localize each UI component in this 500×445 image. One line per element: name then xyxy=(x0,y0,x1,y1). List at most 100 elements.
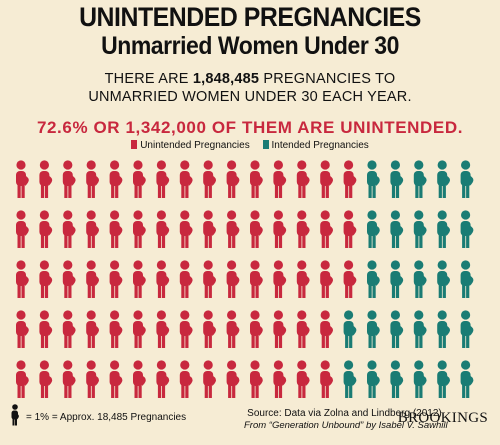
person-mark-intended xyxy=(460,210,474,248)
person-mark-unintended xyxy=(109,160,123,198)
person-mark-intended xyxy=(460,360,474,398)
person-mark-unintended xyxy=(226,310,240,348)
highlight-stat: 72.6% OR 1,342,000 OF THEM ARE UNINTENDE… xyxy=(36,118,464,137)
person-mark-unintended xyxy=(39,210,53,248)
source-note: Source: Data via Zolna and Lindberg (201… xyxy=(244,408,448,432)
person-mark-unintended xyxy=(320,160,333,198)
person-mark-unintended xyxy=(179,260,193,298)
legend-label-intended: Intended Pregnancies xyxy=(271,140,369,151)
person-mark-intended xyxy=(413,160,427,198)
person-mark-unintended xyxy=(16,260,29,298)
person-mark-unintended xyxy=(16,210,29,248)
person-mark-intended xyxy=(367,360,380,398)
legend-swatch-intended xyxy=(262,140,269,149)
person-mark-unintended xyxy=(320,260,333,298)
person-mark-intended xyxy=(343,360,357,398)
person-mark-unintended xyxy=(133,210,146,248)
person-mark-unintended xyxy=(273,260,287,298)
person-mark-unintended xyxy=(109,360,123,398)
person-mark-intended xyxy=(413,310,427,348)
person-mark-unintended xyxy=(296,160,310,198)
person-mark-unintended xyxy=(86,210,99,248)
person-mark-intended xyxy=(390,310,404,348)
person-mark-unintended xyxy=(343,160,357,198)
person-mark-unintended xyxy=(39,160,53,198)
person-mark-unintended xyxy=(250,210,263,248)
person-mark-intended xyxy=(437,210,450,248)
person-mark-unintended xyxy=(273,310,287,348)
person-mark-unintended xyxy=(226,160,240,198)
legend-item-unintended: Unintended Pregnancies xyxy=(131,140,250,151)
person-mark-unintended xyxy=(133,260,146,298)
person-mark-unintended xyxy=(179,210,193,248)
person-mark-intended xyxy=(390,210,404,248)
person-mark-unintended xyxy=(343,210,357,248)
person-mark-intended xyxy=(390,160,404,198)
person-mark-unintended xyxy=(133,310,146,348)
person-mark-intended xyxy=(460,160,474,198)
person-mark-unintended xyxy=(62,210,76,248)
person-mark-unintended xyxy=(296,260,310,298)
legend-swatch-unintended xyxy=(131,140,138,149)
person-mark-unintended xyxy=(86,260,99,298)
person-mark-intended xyxy=(437,260,450,298)
person-mark-intended xyxy=(390,260,404,298)
person-mark-unintended xyxy=(179,160,193,198)
person-mark-unintended xyxy=(226,260,240,298)
pictogram-chart xyxy=(16,160,474,398)
source-line1: Source: Data via Zolna and Lindberg (201… xyxy=(247,408,445,419)
person-mark-intended xyxy=(367,160,380,198)
chart-title-line1: UNINTENDED PREGNANCIES xyxy=(79,2,421,32)
person-mark-unintended xyxy=(320,210,333,248)
person-mark-unintended xyxy=(62,310,76,348)
subtitle-line2: UNMARRIED WOMEN UNDER 30 EACH YEAR. xyxy=(88,89,412,105)
person-mark-intended xyxy=(437,360,450,398)
person-mark-unintended xyxy=(16,360,29,398)
person-mark-unintended xyxy=(156,360,170,398)
unit-key: = 1% = Approx. 18,485 Pregnancies xyxy=(10,404,186,426)
person-mark-unintended xyxy=(250,310,263,348)
person-mark-intended xyxy=(413,210,427,248)
person-mark-unintended xyxy=(16,310,29,348)
person-mark-intended xyxy=(367,310,380,348)
person-mark-intended xyxy=(437,310,450,348)
person-mark-unintended xyxy=(296,310,310,348)
person-mark-unintended xyxy=(133,360,146,398)
person-mark-unintended xyxy=(62,260,76,298)
person-mark-intended xyxy=(460,260,474,298)
person-mark-unintended xyxy=(343,260,357,298)
person-mark-unintended xyxy=(296,210,310,248)
chart-title-line2: Unmarried Women Under 30 xyxy=(101,32,399,60)
person-mark-unintended xyxy=(179,360,193,398)
person-mark-unintended xyxy=(156,260,170,298)
person-mark-unintended xyxy=(156,310,170,348)
person-mark-unintended xyxy=(320,310,333,348)
person-mark-unintended xyxy=(273,360,287,398)
person-mark-unintended xyxy=(109,310,123,348)
person-mark-unintended xyxy=(203,360,216,398)
person-mark-unintended xyxy=(250,160,263,198)
person-mark-unintended xyxy=(250,360,263,398)
person-mark-unintended xyxy=(16,160,29,198)
person-mark-unintended xyxy=(109,210,123,248)
legend-item-intended: Intended Pregnancies xyxy=(262,140,369,151)
person-mark-intended xyxy=(413,260,427,298)
person-mark-intended xyxy=(343,310,357,348)
person-mark-unintended xyxy=(86,360,99,398)
person-mark-unintended xyxy=(86,310,99,348)
total-pregnancies: 1,848,485 xyxy=(192,71,260,87)
legend: Unintended Pregnancies Intended Pregnanc… xyxy=(0,140,500,151)
person-mark-unintended xyxy=(156,210,170,248)
person-mark-unintended xyxy=(226,360,240,398)
legend-label-unintended: Unintended Pregnancies xyxy=(140,140,250,151)
person-mark-unintended xyxy=(296,360,310,398)
person-mark-unintended xyxy=(39,260,53,298)
person-mark-unintended xyxy=(39,360,53,398)
person-mark-intended xyxy=(367,210,380,248)
person-mark-unintended xyxy=(109,260,123,298)
person-mark-unintended xyxy=(133,160,146,198)
person-mark-intended xyxy=(437,160,450,198)
person-mark-intended xyxy=(413,360,427,398)
subtitle-text-pre: THERE ARE xyxy=(104,71,193,87)
person-mark-unintended xyxy=(203,260,216,298)
